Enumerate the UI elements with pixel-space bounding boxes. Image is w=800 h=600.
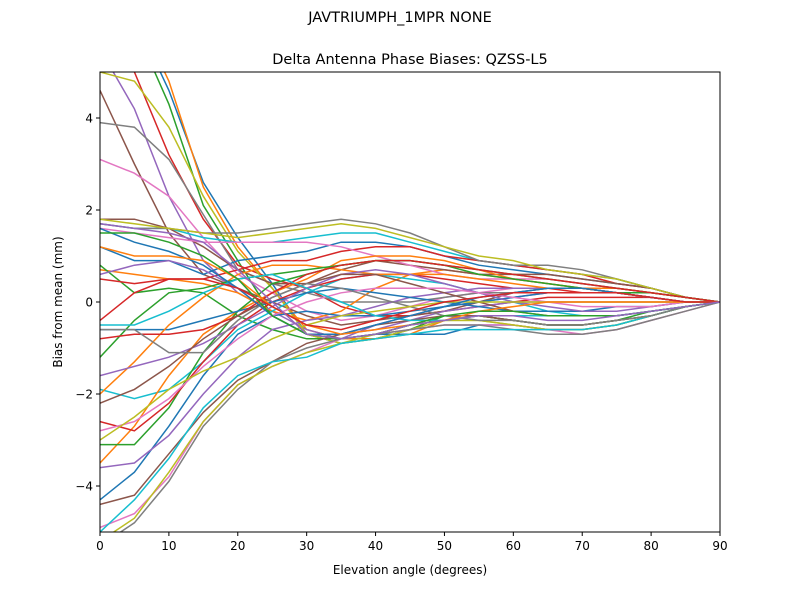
chart-title: Delta Antenna Phase Biases: QZSS-L5	[272, 52, 547, 68]
y-axis-label: Bias from mean (mm)	[51, 236, 65, 367]
series-line-26	[100, 301, 720, 506]
series-line-22	[100, 255, 720, 464]
x-tick-label: 40	[368, 539, 383, 553]
series-line-12	[100, 269, 720, 322]
x-tick-label: 10	[161, 539, 176, 553]
series-lines	[100, 72, 720, 532]
series-line-4	[133, 72, 720, 317]
x-tick-label: 60	[506, 539, 521, 553]
series-line-34	[100, 259, 720, 340]
series-line-28	[119, 301, 720, 532]
series-line-27	[100, 301, 720, 529]
series-line-19	[100, 218, 720, 303]
x-tick-label: 70	[575, 539, 590, 553]
x-axis: 0 10 20 30 40 50 60 70 80 90	[96, 532, 728, 553]
series-line-29	[112, 301, 720, 532]
series-line-45	[100, 223, 720, 340]
series-line-44	[100, 278, 720, 331]
y-tick-label: 4	[85, 112, 93, 126]
y-tick-label: 2	[85, 204, 93, 218]
y-tick-label: −4	[75, 480, 93, 494]
x-tick-label: 50	[437, 539, 452, 553]
y-axis: −4 −2 0 2 4	[75, 112, 100, 494]
x-axis-label: Elevation angle (degrees)	[333, 563, 487, 577]
figure-suptitle: JAVTRIUMPH_1MPR NONE	[308, 10, 492, 26]
x-tick-label: 80	[643, 539, 658, 553]
x-tick-label: 20	[230, 539, 245, 553]
series-line-5	[112, 72, 720, 340]
x-tick-label: 90	[712, 539, 727, 553]
series-line-37	[100, 287, 720, 432]
x-tick-label: 30	[299, 539, 314, 553]
series-line-35	[100, 269, 720, 377]
x-tick-label: 0	[96, 539, 104, 553]
y-tick-label: −2	[75, 388, 93, 402]
y-tick-label: 0	[85, 296, 93, 310]
series-line-30	[100, 301, 720, 532]
